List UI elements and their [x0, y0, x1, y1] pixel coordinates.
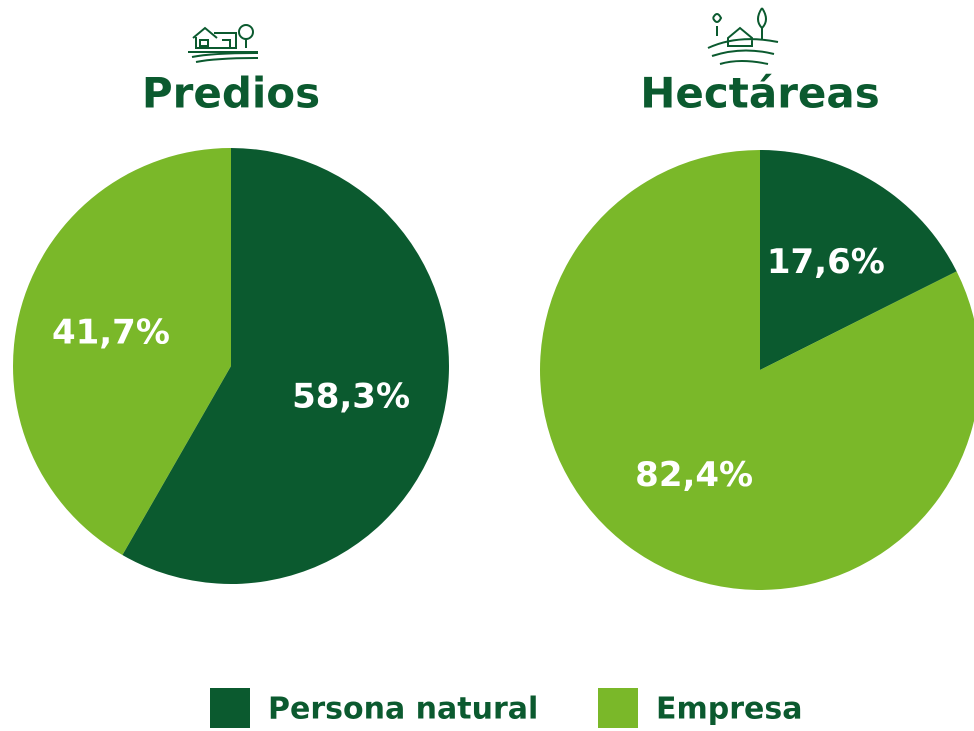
legend-swatch — [210, 688, 250, 728]
farm-icon — [188, 24, 259, 63]
legend: Persona natural Empresa — [210, 688, 802, 728]
pies: Predios 58,3% 41,7% Hectáreas 17,6% 82,4% — [12, 69, 974, 590]
legend-label: Empresa — [656, 692, 802, 727]
chart-title: Hectáreas — [640, 69, 880, 118]
value-label: 17,6% — [767, 242, 885, 282]
pie-slice — [122, 148, 450, 584]
legend-swatch — [598, 688, 638, 728]
chart-title: Predios — [142, 69, 320, 118]
pie-slice — [12, 148, 231, 556]
value-label: 41,7% — [52, 312, 170, 352]
pie-slice — [540, 150, 974, 590]
pie-slice — [760, 150, 957, 370]
value-label: 82,4% — [635, 455, 753, 495]
value-label: 58,3% — [292, 377, 410, 417]
legend-label: Persona natural — [268, 692, 538, 727]
field-icon — [707, 7, 779, 65]
